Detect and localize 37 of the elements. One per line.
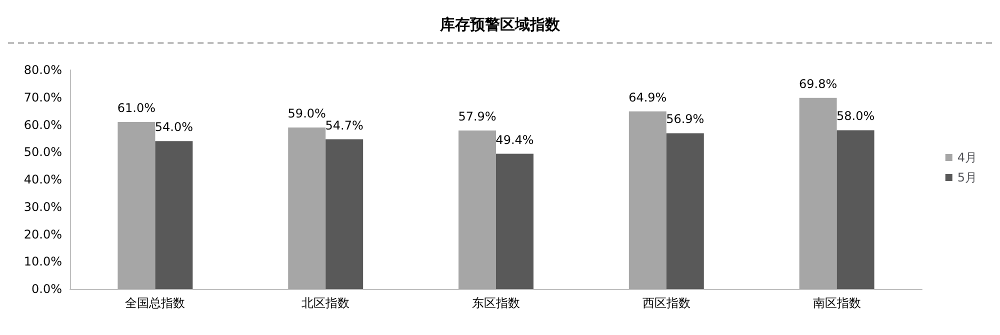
bar [496, 154, 534, 289]
legend-label: 4月 [957, 150, 978, 164]
x-tick-label: 东区指数 [472, 296, 520, 310]
x-tick-label: 南区指数 [812, 296, 861, 310]
bar [155, 141, 193, 289]
chart-title: 库存预警区域指数 [439, 16, 561, 34]
x-tick-label: 西区指数 [642, 296, 690, 310]
x-tick-label: 全国总指数 [125, 296, 186, 310]
y-tick-label: 10.0% [24, 254, 62, 269]
bar [666, 133, 704, 289]
y-tick-label: 80.0% [24, 63, 62, 77]
bar [118, 122, 156, 289]
data-label: 54.7% [325, 118, 364, 132]
data-label: 56.9% [666, 112, 704, 126]
x-tick-label: 北区指数 [302, 296, 350, 310]
data-label: 61.0% [117, 101, 156, 116]
bar [799, 98, 837, 289]
y-tick-label: 60.0% [24, 118, 62, 132]
y-tick-label: 20.0% [24, 227, 62, 242]
bar [458, 130, 496, 289]
legend-label: 5月 [957, 170, 978, 184]
data-label: 57.9% [458, 110, 496, 124]
bar [628, 111, 666, 289]
y-tick-label: 40.0% [24, 172, 62, 186]
y-tick-label: 70.0% [24, 90, 62, 104]
bar [326, 139, 364, 289]
y-tick-label: 50.0% [24, 145, 62, 160]
y-tick-label: 30.0% [24, 200, 62, 214]
data-label: 58.0% [836, 109, 875, 124]
y-tick-label: 0.0% [32, 282, 62, 296]
data-label: 49.4% [496, 132, 534, 147]
bar [288, 127, 326, 289]
data-label: 69.8% [798, 76, 838, 91]
data-label: 64.9% [628, 90, 667, 104]
bar [836, 130, 874, 289]
data-label: 59.0% [288, 106, 326, 120]
data-label: 54.0% [154, 120, 194, 134]
